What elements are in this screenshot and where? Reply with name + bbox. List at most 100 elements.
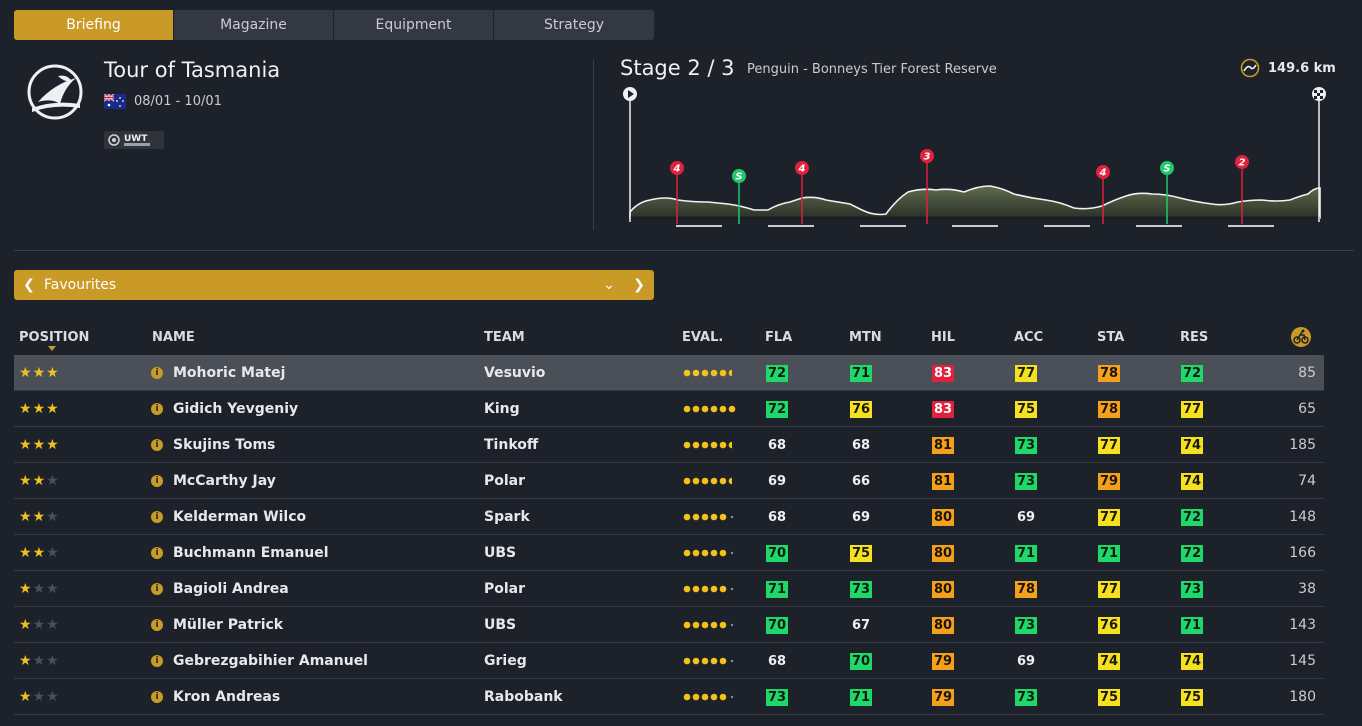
table-row[interactable]: ★ ★ ★ i Buchmann Emanuel UBS 70 75 80 71 71 72 166	[14, 535, 1324, 571]
rider-name[interactable]: Mohoric Matej	[173, 365, 286, 381]
badge-text: UWT	[124, 134, 148, 144]
eval-dot	[719, 621, 727, 629]
col-fla[interactable]: FLA	[765, 330, 793, 345]
info-icon[interactable]: i	[151, 391, 163, 427]
climb-marker	[920, 149, 934, 163]
star-icon: ★	[32, 473, 47, 489]
eval-dot	[683, 693, 691, 701]
table-row[interactable]: ★ ★ ★ i Bagioli Andrea Polar 71 73 80 78 77 73 38	[14, 571, 1324, 607]
col-mtn[interactable]: MTN	[849, 330, 882, 345]
col-position[interactable]: POSITION	[19, 330, 90, 345]
rider-race-days: 65	[1298, 401, 1316, 417]
stat-fla: 73	[766, 688, 788, 706]
info-icon[interactable]: i	[151, 643, 163, 679]
stat-hil: 79	[932, 688, 954, 706]
stat-hil: 81	[932, 436, 954, 454]
table-row[interactable]: ★ ★ ★ i Gidich Yevgeniy King 72 76 83 75 78 77 65	[14, 391, 1324, 427]
col-team[interactable]: TEAM	[484, 330, 525, 345]
info-icon[interactable]: i	[151, 679, 163, 715]
star-icon: ★	[32, 545, 47, 561]
chevron-down-icon[interactable]: ⌄	[603, 277, 615, 293]
eval-dot-half	[728, 441, 732, 449]
stat-acc: 78	[1015, 580, 1037, 598]
rider-name[interactable]: Gidich Yevgeniy	[173, 401, 299, 417]
rider-stars: ★ ★ ★	[19, 499, 60, 535]
info-icon[interactable]: i	[151, 607, 163, 643]
rider-team: UBS	[484, 617, 517, 633]
rider-name[interactable]: Bagioli Andrea	[173, 581, 289, 597]
stat-sta: 74	[1098, 652, 1120, 670]
rider-name[interactable]: McCarthy Jay	[173, 473, 276, 489]
chevron-right-icon[interactable]: ❯	[633, 277, 645, 293]
eval-dot	[692, 405, 700, 413]
col-res[interactable]: RES	[1180, 330, 1209, 345]
info-icon[interactable]: i	[151, 427, 163, 463]
info-icon[interactable]: i	[151, 499, 163, 535]
eval-dot-half	[728, 369, 732, 377]
table-row[interactable]: ★ ★ ★ i Kron Andreas Rabobank 73 71 79 73 75 75 180	[14, 679, 1324, 715]
rider-eval	[682, 643, 742, 679]
info-icon[interactable]: i	[151, 463, 163, 499]
stat-mtn: 71	[850, 364, 872, 382]
eval-dot	[701, 513, 709, 521]
table-row[interactable]: ★ ★ ★ i Gebrezgabihier Amanuel Grieg 68 70 79 69 7…	[14, 643, 1324, 679]
header-divider	[593, 60, 594, 230]
info-icon[interactable]: i	[151, 571, 163, 607]
tab-briefing[interactable]: Briefing	[14, 10, 174, 40]
stat-fla: 72	[766, 364, 788, 382]
stat-mtn: 75	[850, 544, 872, 562]
eval-dot	[710, 657, 718, 665]
eval-dot	[692, 477, 700, 485]
australia-flag-icon	[104, 94, 126, 109]
eval-dot	[710, 369, 718, 377]
star-icon: ★	[19, 653, 33, 669]
tab-strategy[interactable]: Strategy	[494, 10, 654, 40]
rider-team: Tinkoff	[484, 437, 539, 453]
stat-hil: 83	[932, 364, 954, 382]
stat-acc: 73	[1015, 436, 1037, 454]
stat-mtn: 68	[851, 437, 871, 453]
eval-dot	[719, 693, 727, 701]
table-row[interactable]: ★ ★ ★ i McCarthy Jay Polar 69 66 81 73 79 74 74	[14, 463, 1324, 499]
rider-name[interactable]: Kelderman Wilco	[173, 509, 307, 525]
chevron-left-icon[interactable]: ❮	[23, 277, 35, 293]
rider-eval	[682, 499, 742, 535]
table-row[interactable]: ★ ★ ★ i Kelderman Wilco Spark 68 69 80 69 77 72 148	[14, 499, 1324, 535]
rider-name[interactable]: Kron Andreas	[173, 689, 281, 705]
rider-name[interactable]: Müller Patrick	[173, 617, 284, 633]
stage-title: Stage 2 / 3	[620, 56, 735, 80]
col-name[interactable]: NAME	[152, 330, 195, 345]
rider-eval	[682, 535, 742, 571]
eval-dot	[710, 441, 718, 449]
tab-equipment[interactable]: Equipment	[334, 10, 494, 40]
col-hil[interactable]: HIL	[931, 330, 956, 345]
col-eval[interactable]: EVAL.	[682, 330, 724, 345]
stat-mtn: 73	[850, 580, 872, 598]
stat-mtn: 67	[851, 617, 871, 633]
cyclist-icon[interactable]	[1290, 326, 1312, 348]
table-row[interactable]: ★ ★ ★ i Mohoric Matej Vesuvio 72 71 83 77 78 72 85	[14, 355, 1324, 391]
table-row[interactable]: ★ ★ ★ i Müller Patrick UBS 70 67 80 73 76 71 143	[14, 607, 1324, 643]
race-dates: 08/01 - 10/01	[104, 94, 222, 109]
star-icon: ★	[46, 545, 60, 561]
tab-magazine[interactable]: Magazine	[174, 10, 334, 40]
rider-race-days: 148	[1289, 509, 1316, 525]
filter-dropdown[interactable]: ❮ Favourites ⌄ ❯	[14, 270, 654, 300]
rider-name[interactable]: Skujins Toms	[173, 437, 276, 453]
stat-sta: 78	[1098, 400, 1120, 418]
eval-dot	[692, 369, 700, 377]
stat-acc: 75	[1015, 400, 1037, 418]
col-sta[interactable]: STA	[1097, 330, 1125, 345]
rider-name[interactable]: Gebrezgabihier Amanuel	[173, 653, 368, 669]
rider-name[interactable]: Buchmann Emanuel	[173, 545, 329, 561]
eval-dot	[710, 549, 718, 557]
table-row[interactable]: ★ ★ ★ i Skujins Toms Tinkoff 68 68 81 73 77 74 185	[14, 427, 1324, 463]
info-icon[interactable]: i	[151, 355, 163, 391]
col-acc[interactable]: ACC	[1014, 330, 1044, 345]
stat-hil: 81	[932, 472, 954, 490]
star-icon: ★	[46, 653, 60, 669]
stat-res: 71	[1181, 616, 1203, 634]
info-icon[interactable]: i	[151, 535, 163, 571]
stat-sta: 76	[1098, 616, 1120, 634]
sprint-marker	[732, 169, 746, 183]
